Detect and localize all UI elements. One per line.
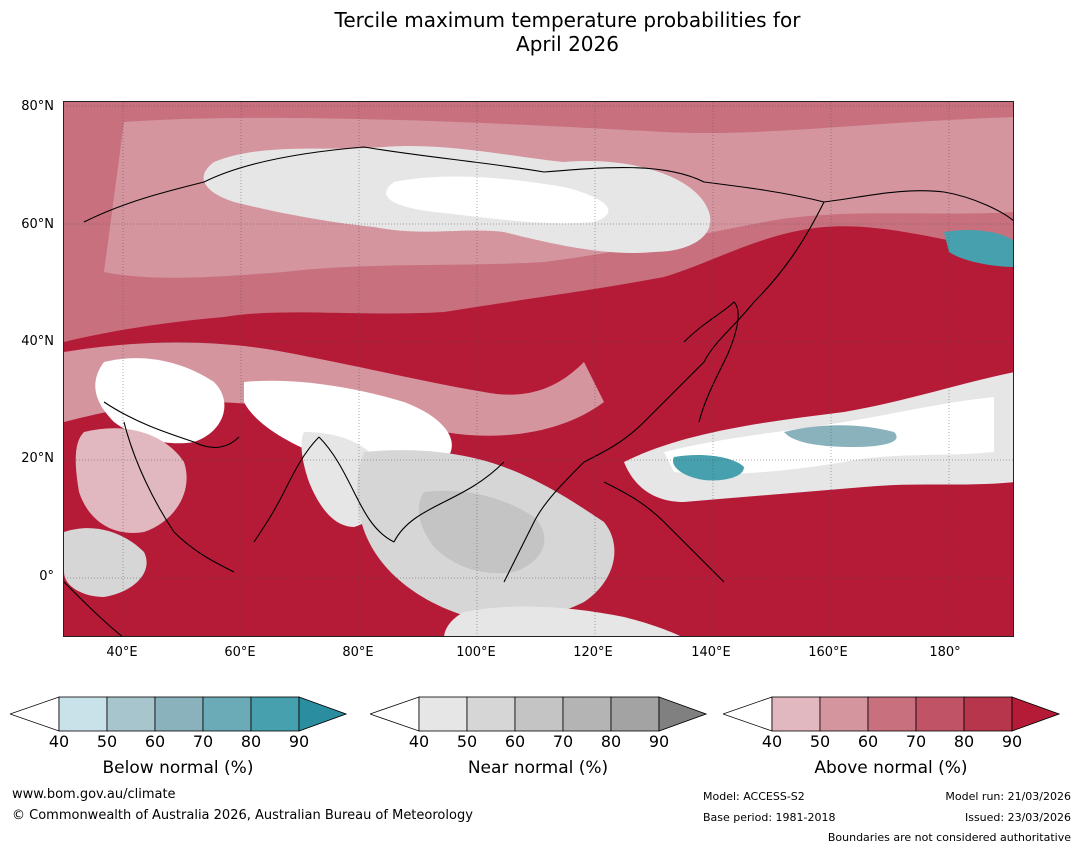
lon-label-140e: 140°E (691, 645, 731, 660)
near-normal-africa-region (64, 528, 147, 597)
above-tick: 60 (857, 732, 879, 751)
lat-label-80n: 80°N (21, 99, 54, 114)
map-title-line2: April 2026 (516, 32, 619, 56)
below-normal-colorbar (10, 696, 347, 732)
above-tick: 50 (809, 732, 831, 751)
below-tick: 60 (144, 732, 166, 751)
near-tick: 60 (504, 732, 526, 751)
above-tick: 80 (953, 732, 975, 751)
lon-label-100e: 100°E (456, 645, 496, 660)
probability-map (63, 101, 1014, 637)
near-tick: 80 (600, 732, 622, 751)
map-svg (64, 102, 1013, 636)
lon-label-40e: 40°E (106, 645, 138, 660)
near-cbar-seg-over (658, 696, 707, 732)
near-cbar-seg-3 (514, 696, 564, 732)
below-cbar-seg-over (298, 696, 347, 732)
above-cbar-seg-over (1011, 696, 1060, 732)
below-cbar-seg-2 (106, 696, 156, 732)
lat-label-40n: 40°N (21, 334, 54, 349)
website-link[interactable]: www.bom.gov.au/climate (12, 787, 176, 802)
white-siberia-region (386, 176, 609, 224)
lat-label-60n: 60°N (21, 217, 54, 232)
lon-label-80e: 80°E (342, 645, 374, 660)
below-cbar-seg-under (10, 696, 60, 732)
above-cbar-seg-3 (867, 696, 917, 732)
above-cbar-seg-5 (963, 696, 1013, 732)
lon-label-180: 180° (929, 645, 961, 660)
above-cbar-seg-under (723, 696, 773, 732)
near-tick: 40 (408, 732, 430, 751)
near-normal-indonesia-region (444, 606, 680, 636)
above-cbar-seg-4 (915, 696, 965, 732)
lat-label-20n: 20°N (21, 451, 54, 466)
base-period-text: Base period: 1981-2018 (703, 811, 836, 824)
below-cbar-seg-5 (250, 696, 300, 732)
below-cbar-seg-4 (202, 696, 252, 732)
near-cbar-seg-2 (466, 696, 516, 732)
below-cbar-seg-3 (154, 696, 204, 732)
below-normal-label: Below normal (%) (102, 758, 254, 778)
below-tick: 70 (192, 732, 214, 751)
near-cbar-seg-under (370, 696, 420, 732)
above-cbar-seg-2 (819, 696, 869, 732)
disclaimer-text: Boundaries are not considered authoritat… (827, 831, 1071, 844)
coastlines (64, 146, 1013, 636)
below-colorbar-ticks: 40 50 60 70 80 90 (10, 732, 347, 752)
above-tick: 90 (1001, 732, 1023, 751)
below-cbar-seg-1 (58, 696, 108, 732)
map-title-line1: Tercile maximum temperature probabilitie… (334, 8, 801, 32)
above-tick: 40 (761, 732, 783, 751)
near-normal-indochina-region (418, 490, 545, 574)
copyright-text: © Commonwealth of Australia 2026, Austra… (12, 808, 473, 823)
below-tick: 50 (96, 732, 118, 751)
above-tick: 70 (905, 732, 927, 751)
graticule (64, 102, 1013, 636)
lon-label-160e: 160°E (808, 645, 848, 660)
below-tick: 80 (240, 732, 262, 751)
near-cbar-seg-4 (562, 696, 612, 732)
near-normal-colorbar (370, 696, 707, 732)
below-tick: 90 (288, 732, 310, 751)
above-colorbar-ticks: 40 50 60 70 80 90 (723, 732, 1060, 752)
above-cbar-seg-1 (771, 696, 821, 732)
model-run-text: Model run: 21/03/2026 (945, 790, 1071, 803)
below-normal-bering-region (944, 230, 1013, 267)
lon-label-60e: 60°E (224, 645, 256, 660)
below-tick: 40 (48, 732, 70, 751)
near-tick: 50 (456, 732, 478, 751)
near-cbar-seg-1 (418, 696, 468, 732)
model-text: Model: ACCESS-S2 (703, 790, 805, 803)
white-middle-east-region (95, 358, 225, 444)
map-title: Tercile maximum temperature probabilitie… (0, 8, 1081, 56)
lat-label-0: 0° (39, 569, 54, 584)
lon-label-120e: 120°E (573, 645, 613, 660)
near-tick: 70 (552, 732, 574, 751)
issued-text: Issued: 23/03/2026 (964, 811, 1071, 824)
near-cbar-seg-5 (610, 696, 660, 732)
white-tibet-region (244, 380, 452, 472)
below-normal-pacific-region (673, 455, 744, 481)
near-colorbar-ticks: 40 50 60 70 80 90 (370, 732, 707, 752)
near-normal-label: Near normal (%) (467, 758, 609, 778)
above-normal-label: Above normal (%) (814, 758, 968, 778)
below-normal-pacific-region-2 (784, 425, 897, 447)
above-normal-colorbar (723, 696, 1060, 732)
near-tick: 90 (648, 732, 670, 751)
